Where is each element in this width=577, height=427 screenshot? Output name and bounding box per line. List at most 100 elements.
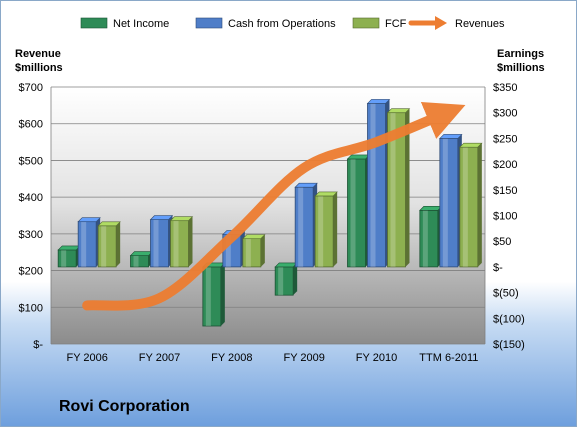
bar-side bbox=[188, 216, 193, 267]
bar-body bbox=[274, 266, 294, 296]
bar-body bbox=[347, 158, 366, 268]
bar bbox=[129, 251, 154, 268]
bar bbox=[169, 216, 194, 268]
category-label: FY 2006 bbox=[66, 352, 107, 364]
bar-side bbox=[477, 143, 482, 267]
bar-highlight bbox=[205, 266, 211, 327]
bar-highlight bbox=[153, 219, 159, 267]
bar-highlight bbox=[61, 249, 67, 267]
bar-side bbox=[116, 221, 121, 267]
bar bbox=[314, 191, 338, 268]
right-axis-ticks: $350 $300 $250 $200 $150 $100 $50 $- $(50) $(100)… bbox=[493, 82, 525, 351]
bar-highlight bbox=[318, 195, 324, 267]
legend-label: Cash from Operations bbox=[228, 18, 336, 30]
bar-side bbox=[333, 191, 338, 267]
legend-swatch bbox=[352, 17, 380, 29]
right-axis-title-line1: Earnings bbox=[497, 48, 544, 60]
bar-side bbox=[220, 262, 225, 327]
bar bbox=[439, 134, 463, 268]
legend: Net Income Cash from Operations FCF Revenue… bbox=[80, 16, 505, 30]
bar-body bbox=[459, 146, 479, 268]
legend-label: Net Income bbox=[113, 18, 169, 30]
right-tick-label: $350 bbox=[493, 82, 517, 94]
bar bbox=[366, 99, 391, 268]
category-label: FY 2008 bbox=[211, 352, 252, 364]
left-tick-label: $300 bbox=[19, 229, 43, 241]
bar-highlight bbox=[278, 266, 284, 296]
legend-arrow bbox=[435, 16, 447, 30]
bar-body bbox=[57, 249, 77, 268]
legend-label: FCF bbox=[385, 18, 407, 30]
category-label: FY 2010 bbox=[356, 352, 397, 364]
bar bbox=[202, 262, 226, 327]
bar-body bbox=[77, 221, 97, 268]
x-axis-ticks: FY 2006 FY 2007 FY 2008 FY 2009 FY 2010 TTM 6… bbox=[66, 352, 478, 364]
category-label: FY 2007 bbox=[139, 352, 180, 364]
company-name: Rovi Corporation bbox=[59, 398, 190, 415]
bar bbox=[459, 142, 483, 268]
bar-body bbox=[314, 195, 334, 268]
left-axis-title-line1: Revenue bbox=[15, 48, 61, 60]
bar-highlight bbox=[133, 255, 139, 267]
bar bbox=[294, 182, 318, 268]
left-tick-label: $600 bbox=[19, 119, 43, 131]
revenue-line bbox=[82, 101, 466, 311]
legend-label: Revenues bbox=[455, 18, 505, 30]
gridlines bbox=[50, 86, 486, 345]
bar-highlight bbox=[101, 225, 107, 267]
legend-swatch bbox=[80, 17, 108, 29]
right-tick-label: $200 bbox=[493, 159, 517, 171]
left-tick-label: $200 bbox=[19, 266, 43, 278]
bar-side bbox=[405, 108, 410, 267]
bar-highlight bbox=[390, 112, 396, 267]
left-tick-label: $100 bbox=[19, 302, 43, 314]
bar-highlight bbox=[350, 158, 356, 267]
revenue-line-path bbox=[82, 101, 466, 311]
right-tick-label: $300 bbox=[493, 108, 517, 120]
bar bbox=[386, 108, 411, 268]
bar-side bbox=[293, 262, 298, 296]
bar-body bbox=[419, 209, 439, 268]
left-tick-label: $400 bbox=[19, 192, 43, 204]
bars bbox=[57, 99, 483, 327]
left-tick-label: $700 bbox=[19, 82, 43, 94]
right-tick-label: $- bbox=[493, 262, 503, 274]
bar-body bbox=[294, 186, 314, 268]
bar-body bbox=[130, 255, 149, 268]
right-tick-label: $(50) bbox=[493, 288, 519, 300]
right-tick-label: $150 bbox=[493, 185, 517, 197]
bar bbox=[242, 234, 266, 268]
bar bbox=[97, 221, 121, 268]
bar-highlight bbox=[298, 187, 304, 267]
bar-highlight bbox=[225, 234, 231, 267]
left-axis-ticks: $700 $600 $500 $400 $300 $200 $100 $- bbox=[19, 82, 44, 351]
right-tick-label: $250 bbox=[493, 133, 517, 145]
bar-highlight bbox=[442, 138, 448, 267]
bar-body bbox=[170, 220, 189, 268]
bar bbox=[57, 245, 81, 268]
bar-highlight bbox=[81, 221, 87, 267]
bar bbox=[274, 262, 298, 296]
bar-side bbox=[260, 234, 265, 267]
bar-highlight bbox=[245, 238, 251, 267]
bar-highlight bbox=[370, 103, 376, 267]
right-tick-label: $100 bbox=[493, 211, 517, 223]
bar-highlight bbox=[422, 210, 428, 267]
bar bbox=[346, 154, 371, 268]
bar-body bbox=[242, 238, 262, 268]
bar bbox=[419, 206, 443, 268]
category-label: TTM 6-2011 bbox=[419, 352, 478, 364]
right-axis-title-line2: $millions bbox=[497, 62, 545, 74]
right-tick-label: $(100) bbox=[493, 313, 525, 325]
bar-body bbox=[97, 225, 117, 268]
left-axis-title-line2: $millions bbox=[15, 62, 63, 74]
left-tick-label: $- bbox=[33, 339, 43, 351]
bar bbox=[149, 215, 174, 268]
bar bbox=[77, 217, 101, 268]
bar-highlight bbox=[173, 220, 179, 267]
bar-body bbox=[367, 103, 386, 268]
category-label: FY 2009 bbox=[283, 352, 324, 364]
bar-body bbox=[439, 137, 459, 268]
bar-body bbox=[150, 219, 169, 268]
